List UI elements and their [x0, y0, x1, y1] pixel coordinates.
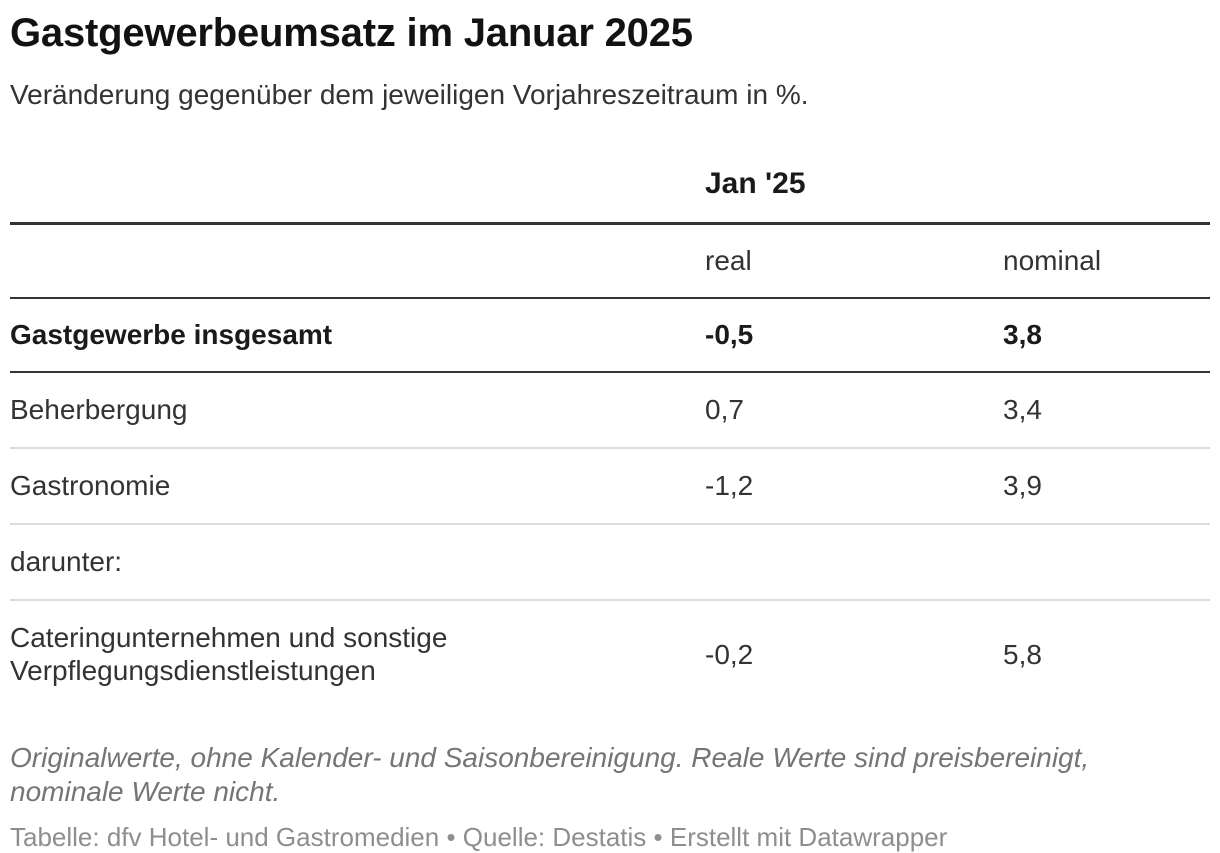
row-label: Gastgewerbe insgesamt	[10, 319, 333, 350]
page-subtitle: Veränderung gegenüber dem jeweiligen Vor…	[10, 79, 809, 110]
table-row-total: Gastgewerbe insgesamt -0,5 3,8	[10, 298, 1211, 372]
cell-nominal: 5,8	[1003, 638, 1042, 670]
table-row-darunter: darunter:	[10, 524, 1211, 600]
data-table: Jan '25 real nominal Gastgewerbe insgesa…	[10, 154, 1211, 707]
column-header-spacer	[10, 224, 705, 299]
row-label: Beherbergung	[10, 394, 188, 425]
cell-real: -0,5	[705, 319, 754, 350]
row-label: darunter:	[10, 546, 123, 577]
column-header-real: real	[705, 245, 752, 276]
cell-real: -1,2	[705, 470, 754, 501]
period-header-spacer	[10, 154, 705, 224]
cell-real	[705, 524, 1003, 600]
period-header-cell: Jan '25	[705, 167, 806, 200]
cell-nominal: 3,8	[1003, 319, 1042, 350]
cell-nominal: 3,9	[1003, 470, 1042, 501]
row-label: Gastronomie	[10, 470, 171, 501]
row-label: Cateringunternehmen und sonstige Verpfle…	[10, 622, 448, 686]
cell-real: 0,7	[705, 394, 744, 425]
period-header-row: Jan '25	[10, 154, 1211, 224]
table-row-gastronomie: Gastronomie -1,2 3,9	[10, 448, 1211, 524]
table-row-beherbergung: Beherbergung 0,7 3,4	[10, 372, 1211, 448]
footer-note: Originalwerte, ohne Kalender- und Saison…	[10, 742, 1090, 807]
table-body: Gastgewerbe insgesamt -0,5 3,8 Beherberg…	[10, 298, 1211, 707]
page-title: Gastgewerbeumsatz im Januar 2025	[10, 11, 693, 55]
cell-real: -0,2	[705, 638, 754, 670]
cell-nominal: 3,4	[1003, 394, 1042, 425]
column-header-nominal: nominal	[1003, 245, 1102, 276]
cell-nominal	[1003, 524, 1210, 600]
column-header-row: real nominal	[10, 224, 1211, 299]
table-header: Jan '25 real nominal	[10, 154, 1211, 299]
footer-credits: Tabelle: dfv Hotel- und Gastromedien • Q…	[10, 822, 948, 852]
table-row-catering: Cateringunternehmen und sonstige Verpfle…	[10, 600, 1210, 707]
table-graphic-page: { "header": { "title": "Gastgewerbeumsat…	[0, 8, 1220, 852]
